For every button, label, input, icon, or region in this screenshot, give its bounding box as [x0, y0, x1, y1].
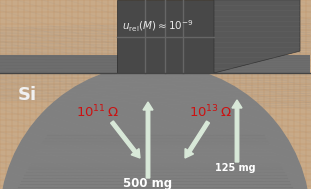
FancyArrow shape: [111, 121, 140, 158]
Circle shape: [0, 65, 310, 189]
FancyArrow shape: [143, 102, 153, 178]
Bar: [0, 55, 310, 73]
Text: $u_{\mathrm{rel}}(M) \approx 10^{-9}$: $u_{\mathrm{rel}}(M) \approx 10^{-9}$: [122, 18, 194, 34]
FancyArrow shape: [185, 121, 210, 158]
Bar: [117, 0, 214, 73]
Text: $10^{11}\,\Omega$: $10^{11}\,\Omega$: [76, 104, 118, 120]
Text: 500 mg: 500 mg: [123, 177, 173, 189]
Text: Si: Si: [18, 86, 37, 104]
Polygon shape: [214, 0, 300, 73]
Text: 125 mg: 125 mg: [215, 163, 255, 173]
Text: $10^{13}\,\Omega$: $10^{13}\,\Omega$: [188, 104, 231, 120]
FancyArrow shape: [232, 100, 242, 162]
